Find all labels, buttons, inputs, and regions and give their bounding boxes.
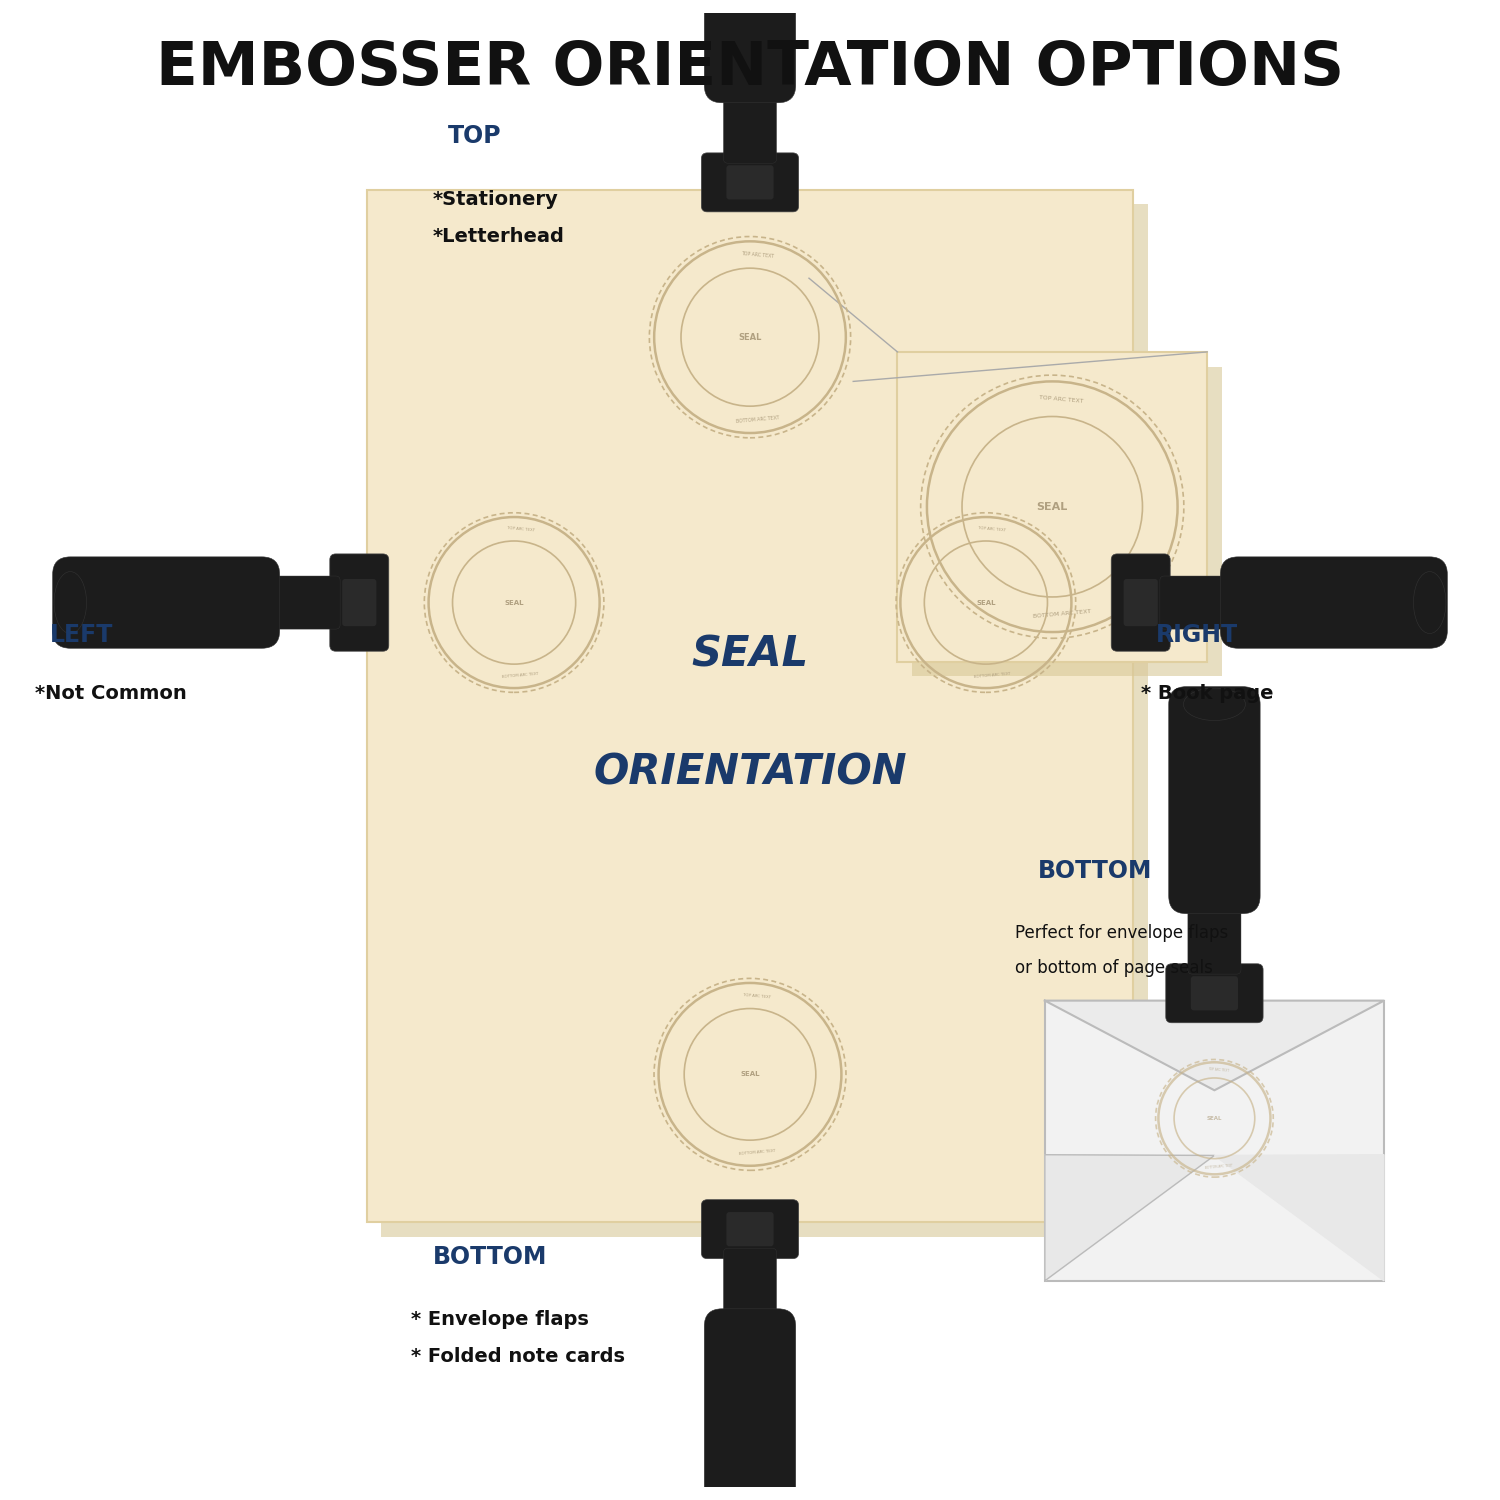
Text: SEAL: SEAL xyxy=(738,333,762,342)
FancyBboxPatch shape xyxy=(726,1212,774,1246)
Text: * Book page: * Book page xyxy=(1140,684,1274,702)
Text: BOTTOM ARC TEXT: BOTTOM ARC TEXT xyxy=(1032,609,1090,619)
FancyBboxPatch shape xyxy=(1221,556,1448,648)
Text: SEAL: SEAL xyxy=(976,600,996,606)
FancyBboxPatch shape xyxy=(53,556,279,648)
Text: BOTTOM: BOTTOM xyxy=(1038,858,1152,882)
FancyBboxPatch shape xyxy=(330,554,388,651)
FancyBboxPatch shape xyxy=(1124,579,1158,626)
Text: TOP ARC TEXT: TOP ARC TEXT xyxy=(742,993,771,999)
Polygon shape xyxy=(1215,1155,1384,1281)
Text: TOP: TOP xyxy=(448,124,501,148)
Text: TOP ARC TEXT: TOP ARC TEXT xyxy=(1208,1068,1230,1072)
Text: SEAL: SEAL xyxy=(741,1071,759,1077)
Text: * Folded note cards: * Folded note cards xyxy=(411,1347,626,1366)
FancyBboxPatch shape xyxy=(897,352,1208,662)
FancyBboxPatch shape xyxy=(723,1248,777,1330)
Text: BOTTOM ARC TEXT: BOTTOM ARC TEXT xyxy=(974,672,1011,680)
FancyBboxPatch shape xyxy=(1046,1000,1384,1281)
Text: or bottom of page seals: or bottom of page seals xyxy=(1016,960,1214,978)
Text: SEAL: SEAL xyxy=(504,600,524,606)
FancyBboxPatch shape xyxy=(1168,687,1260,914)
Text: *Not Common: *Not Common xyxy=(34,684,186,702)
FancyBboxPatch shape xyxy=(342,579,376,626)
FancyBboxPatch shape xyxy=(723,81,777,164)
Text: RIGHT: RIGHT xyxy=(1155,622,1238,646)
FancyBboxPatch shape xyxy=(1112,554,1170,651)
Ellipse shape xyxy=(1413,572,1446,633)
FancyBboxPatch shape xyxy=(702,1200,798,1258)
Ellipse shape xyxy=(54,572,87,633)
Text: TOP ARC TEXT: TOP ARC TEXT xyxy=(507,526,534,532)
FancyBboxPatch shape xyxy=(1191,976,1237,1011)
Text: TOP ARC TEXT: TOP ARC TEXT xyxy=(741,251,774,260)
FancyBboxPatch shape xyxy=(912,366,1222,676)
Text: BOTTOM ARC TEXT: BOTTOM ARC TEXT xyxy=(503,672,538,680)
Text: EMBOSSER ORIENTATION OPTIONS: EMBOSSER ORIENTATION OPTIONS xyxy=(156,39,1344,99)
Text: SEAL: SEAL xyxy=(1036,501,1068,512)
Text: ORIENTATION: ORIENTATION xyxy=(592,752,908,794)
Text: LEFT: LEFT xyxy=(50,622,112,646)
Polygon shape xyxy=(1046,1155,1215,1281)
Polygon shape xyxy=(1046,1000,1384,1090)
Text: BOTTOM ARC TEXT: BOTTOM ARC TEXT xyxy=(1204,1162,1233,1170)
FancyBboxPatch shape xyxy=(1166,964,1263,1023)
Text: *Stationery: *Stationery xyxy=(433,189,560,209)
Text: SEAL: SEAL xyxy=(692,633,808,675)
Text: *Letterhead: *Letterhead xyxy=(433,226,566,246)
Text: SEAL: SEAL xyxy=(1206,1116,1222,1120)
FancyBboxPatch shape xyxy=(258,576,340,628)
FancyBboxPatch shape xyxy=(1160,576,1242,628)
Text: TOP ARC TEXT: TOP ARC TEXT xyxy=(978,526,1006,532)
Ellipse shape xyxy=(1184,688,1245,720)
FancyBboxPatch shape xyxy=(705,0,795,102)
FancyBboxPatch shape xyxy=(1188,891,1240,974)
FancyBboxPatch shape xyxy=(702,153,798,212)
FancyBboxPatch shape xyxy=(705,1310,795,1500)
Text: TOP ARC TEXT: TOP ARC TEXT xyxy=(1040,394,1084,404)
Text: * Envelope flaps: * Envelope flaps xyxy=(411,1311,590,1329)
Text: Perfect for envelope flaps: Perfect for envelope flaps xyxy=(1016,924,1228,942)
FancyBboxPatch shape xyxy=(366,189,1134,1222)
FancyBboxPatch shape xyxy=(726,165,774,200)
Text: BOTTOM: BOTTOM xyxy=(433,1245,548,1269)
FancyBboxPatch shape xyxy=(381,204,1148,1236)
Text: BOTTOM ARC TEXT: BOTTOM ARC TEXT xyxy=(738,1149,776,1156)
Text: BOTTOM ARC TEXT: BOTTOM ARC TEXT xyxy=(735,416,778,423)
